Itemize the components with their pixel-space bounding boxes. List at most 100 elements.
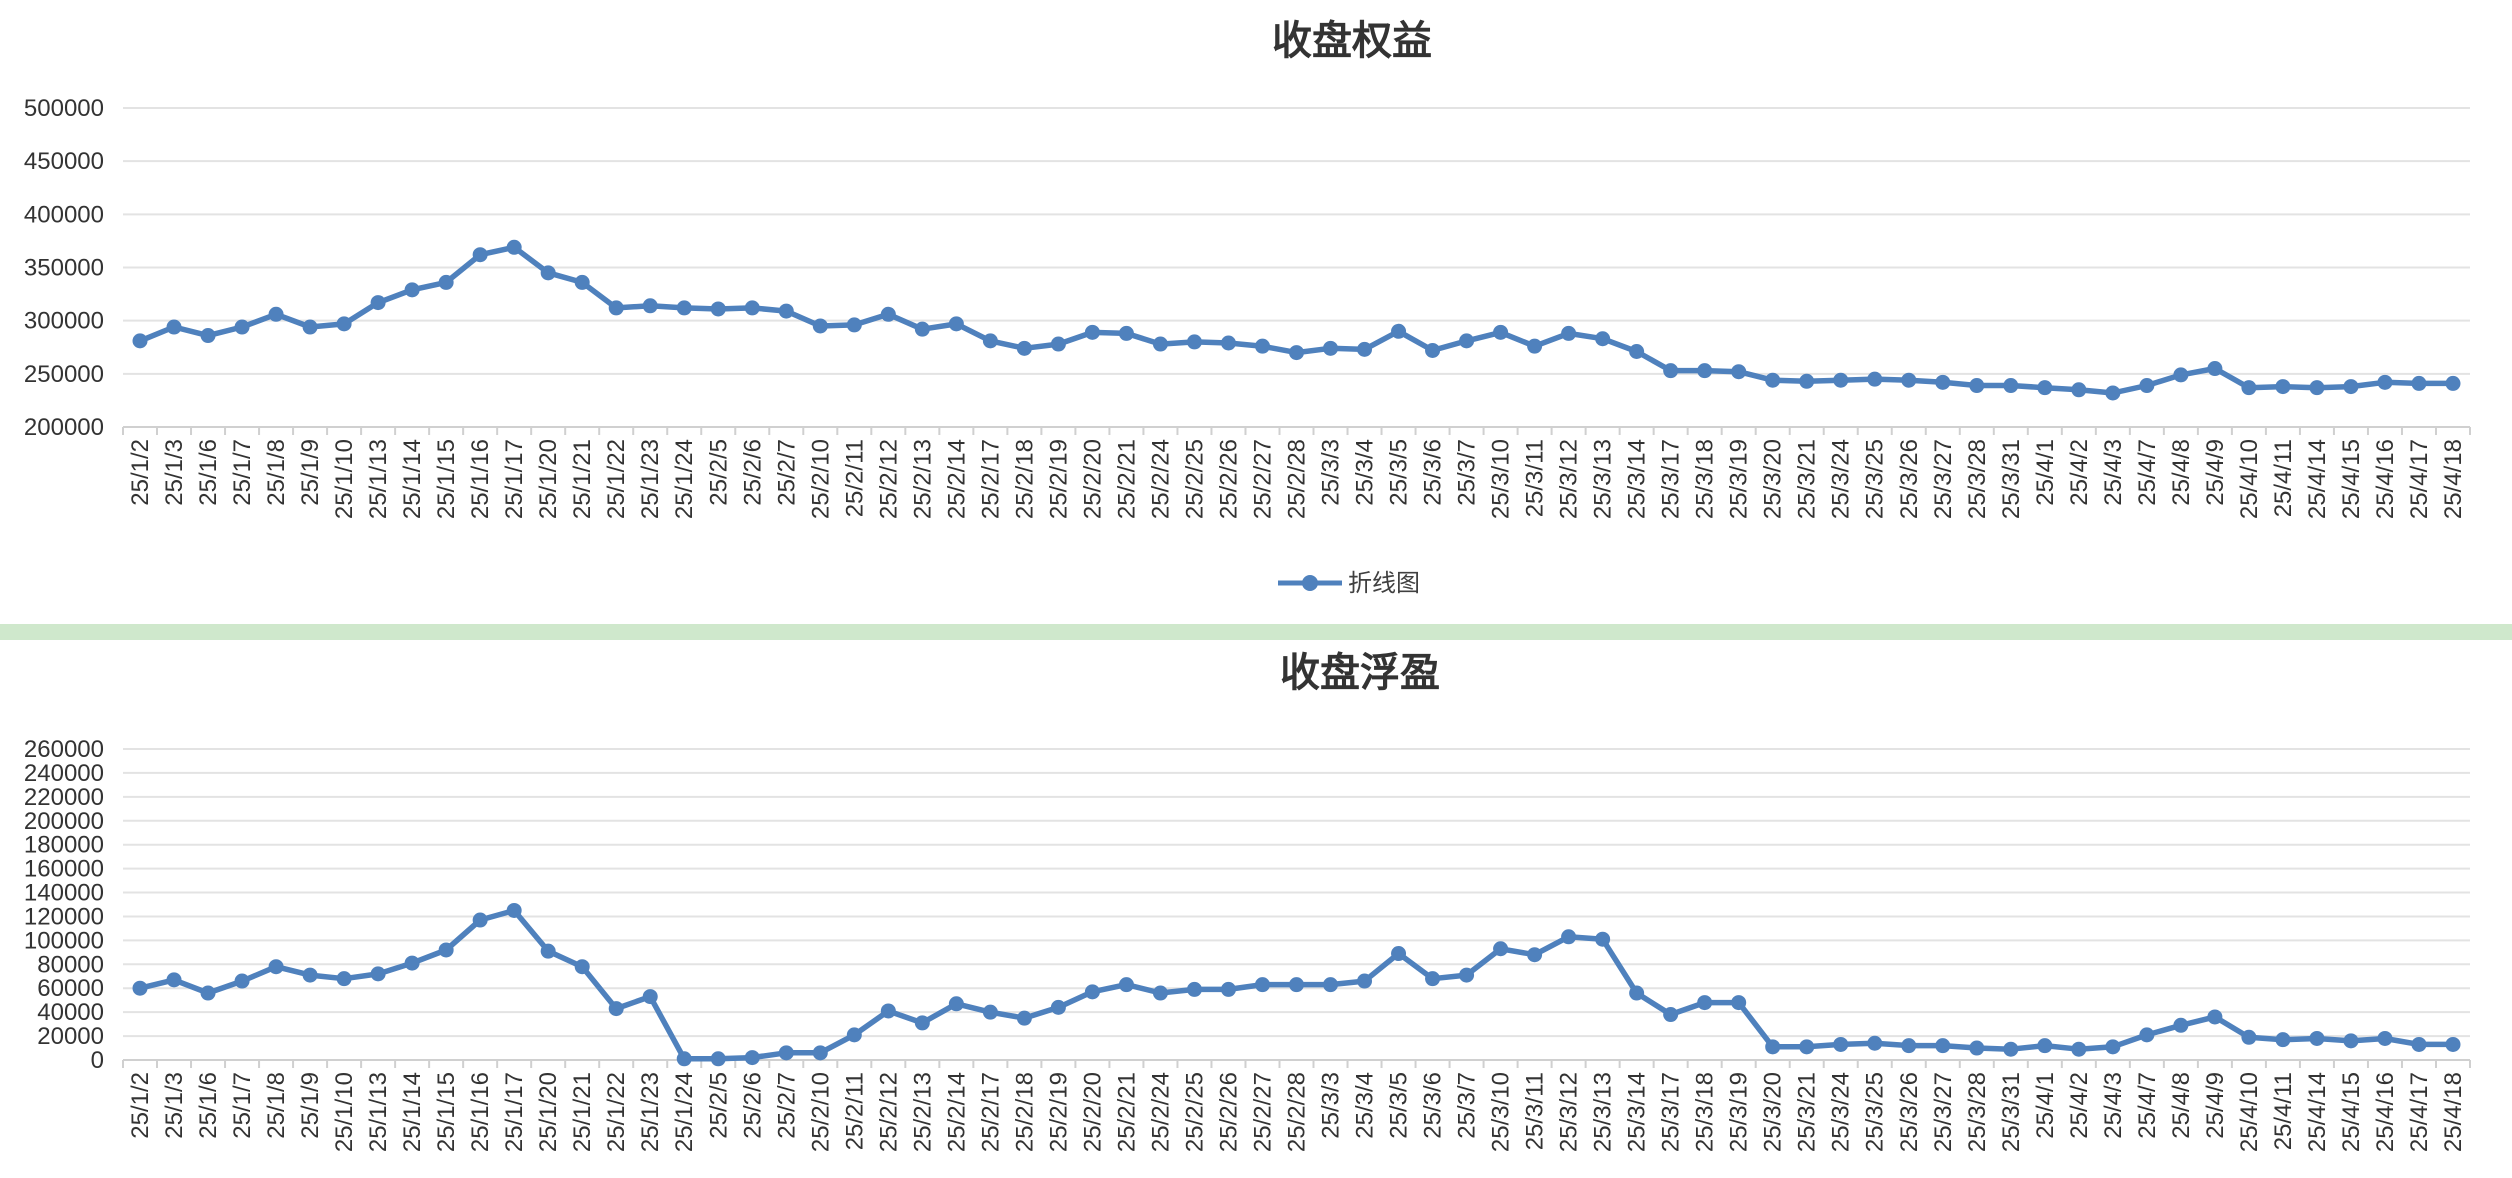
data-point: [880, 306, 896, 322]
y-tick-label: 350000: [24, 255, 104, 282]
x-tick-label: 25/3/3: [1318, 1072, 1345, 1139]
x-tick-label: 25/1/24: [671, 1072, 698, 1152]
data-point: [2275, 379, 2291, 395]
data-point: [676, 1051, 692, 1067]
data-point: [982, 333, 998, 349]
floating-profit-chart-panel: 收盘浮盈 260000 240000 220000 200000 180000 16000…: [0, 640, 2512, 1178]
x-tick-label: 25/4/8: [2168, 1072, 2195, 1139]
data-point: [370, 295, 386, 311]
x-tick-label: 25/3/24: [1828, 439, 1855, 519]
data-point: [1016, 340, 1032, 356]
x-tick-label: 25/3/4: [1352, 439, 1379, 506]
x-tick-label: 25/4/10: [2236, 1072, 2263, 1152]
y-tick-label: 500000: [24, 95, 104, 122]
x-tick-label: 25/3/13: [1590, 1072, 1617, 1152]
data-point: [1731, 995, 1747, 1011]
data-point: [1663, 1007, 1679, 1023]
x-tick-label: 25/3/6: [1420, 439, 1447, 506]
x-tick-label: 25/4/15: [2338, 439, 2365, 519]
y-axis-ticks: 500000 450000 400000 350000 300000 250000 2000…: [24, 95, 104, 441]
x-tick-label: 25/4/16: [2372, 439, 2399, 519]
x-tick-label: 25/2/21: [1113, 1072, 1140, 1152]
data-point: [1357, 973, 1373, 989]
data-point: [132, 333, 148, 349]
data-point: [268, 306, 284, 322]
chart-divider: [0, 624, 2512, 640]
x-tick-label: 25/3/28: [1964, 439, 1991, 519]
x-tick-label: 25/3/26: [1896, 1072, 1923, 1152]
data-point: [1425, 342, 1441, 358]
data-point: [1152, 336, 1168, 352]
x-tick-label: 25/2/20: [1079, 1072, 1106, 1152]
data-point: [1493, 941, 1509, 957]
x-tick-label: 25/2/21: [1113, 439, 1140, 519]
data-point: [1186, 334, 1202, 350]
data-point: [1152, 985, 1168, 1001]
y-tick-label: 160000: [24, 856, 104, 883]
data-point: [744, 1050, 760, 1066]
x-tick-label: 25/1/23: [637, 1072, 664, 1152]
data-point: [642, 298, 658, 314]
x-tick-label: 25/4/9: [2202, 1072, 2229, 1139]
x-tick-label: 25/3/28: [1964, 1072, 1991, 1152]
x-tick-label: 25/3/5: [1386, 1072, 1413, 1139]
x-tick-label: 25/4/1: [2032, 1072, 2059, 1139]
x-tick-label: 25/3/19: [1726, 439, 1753, 519]
data-point: [1629, 985, 1645, 1001]
x-tick-label: 25/4/18: [2440, 439, 2467, 519]
data-point: [574, 959, 590, 975]
x-tick-label: 25/1/23: [637, 439, 664, 519]
data-point: [914, 1015, 930, 1031]
data-point: [948, 316, 964, 332]
x-tick-label: 25/4/2: [2066, 439, 2093, 506]
series-line: [132, 239, 2461, 401]
data-point: [1084, 324, 1100, 340]
data-point: [1969, 378, 1985, 394]
data-point: [846, 1027, 862, 1043]
data-point: [2105, 1039, 2121, 1055]
x-tick-label: 25/1/22: [603, 439, 630, 519]
data-point: [1425, 971, 1441, 987]
x-tick-label: 25/2/24: [1147, 439, 1174, 519]
data-point: [2003, 378, 2019, 394]
data-point: [1459, 333, 1475, 349]
data-point: [234, 319, 250, 335]
x-tick-label: 25/4/16: [2372, 1072, 2399, 1152]
data-point: [302, 967, 318, 983]
x-tick-label: 25/4/3: [2100, 1072, 2127, 1139]
y-tick-label: 200000: [24, 808, 104, 835]
data-point: [1935, 1038, 1951, 1054]
x-tick-label: 25/3/13: [1590, 439, 1617, 519]
data-point: [2003, 1041, 2019, 1057]
x-tick-label: 25/2/28: [1284, 439, 1311, 519]
y-tick-label: 260000: [24, 736, 104, 763]
data-point: [2411, 1036, 2427, 1052]
x-tick-label: 25/3/18: [1692, 1072, 1719, 1152]
x-tick-label: 25/1/8: [263, 1072, 290, 1139]
data-point: [438, 942, 454, 958]
x-tick-label: 25/1/10: [331, 1072, 358, 1152]
data-point: [982, 1004, 998, 1020]
data-point: [710, 1051, 726, 1067]
x-tick-label: 25/2/7: [773, 1072, 800, 1139]
data-point: [302, 319, 318, 335]
data-point: [1833, 372, 1849, 388]
x-tick-label: 25/3/24: [1828, 1072, 1855, 1152]
x-tick-label: 25/2/27: [1249, 1072, 1276, 1152]
x-tick-label: 25/4/8: [2168, 439, 2195, 506]
x-tick-label: 25/1/7: [229, 439, 256, 506]
x-tick-label: 25/3/14: [1624, 439, 1651, 519]
equity-chart: 收盘权益 500000 450000 400000 350000 300000 25000…: [24, 18, 2471, 597]
data-point: [472, 912, 488, 928]
data-point: [1527, 338, 1543, 354]
x-tick-label: 25/2/11: [841, 1072, 868, 1150]
data-point: [2173, 367, 2189, 383]
y-tick-label: 40000: [37, 999, 104, 1026]
data-point: [1220, 981, 1236, 997]
x-tick-label: 25/2/14: [943, 1072, 970, 1152]
series-line: [132, 902, 2461, 1067]
data-point: [1050, 336, 1066, 352]
data-point: [880, 1003, 896, 1019]
y-tick-label: 200000: [24, 414, 104, 441]
data-point: [1697, 363, 1713, 379]
